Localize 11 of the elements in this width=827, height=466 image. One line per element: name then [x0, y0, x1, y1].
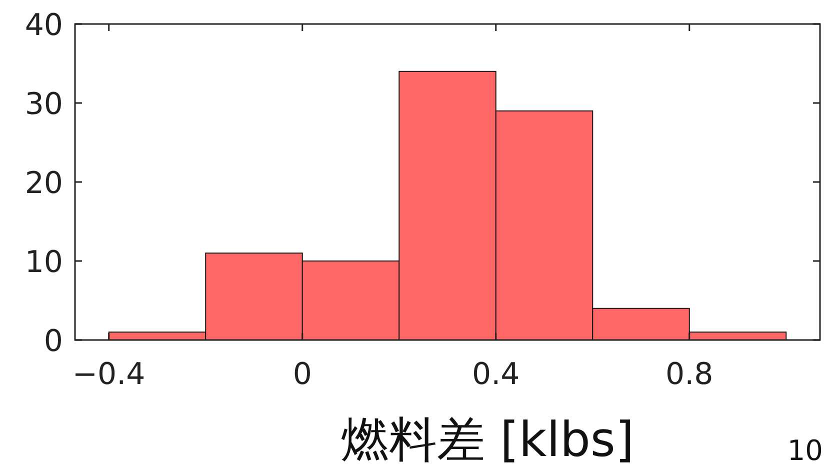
y-tick-label: 10	[24, 245, 63, 280]
text: 10	[787, 434, 823, 466]
y-tick-label: 20	[24, 166, 63, 201]
x-tick-label: −0.4	[72, 357, 146, 392]
y-tick-label: 30	[24, 87, 63, 122]
x-tick-label: 0	[292, 357, 312, 392]
y-tick-label: 0	[44, 324, 63, 359]
y-tick-label: 40	[24, 8, 63, 43]
x-tick-label: 0.8	[666, 357, 714, 392]
x-tick-label: 0.4	[472, 357, 520, 392]
x-axis-title: 燃料差 [klbs]	[340, 412, 634, 466]
